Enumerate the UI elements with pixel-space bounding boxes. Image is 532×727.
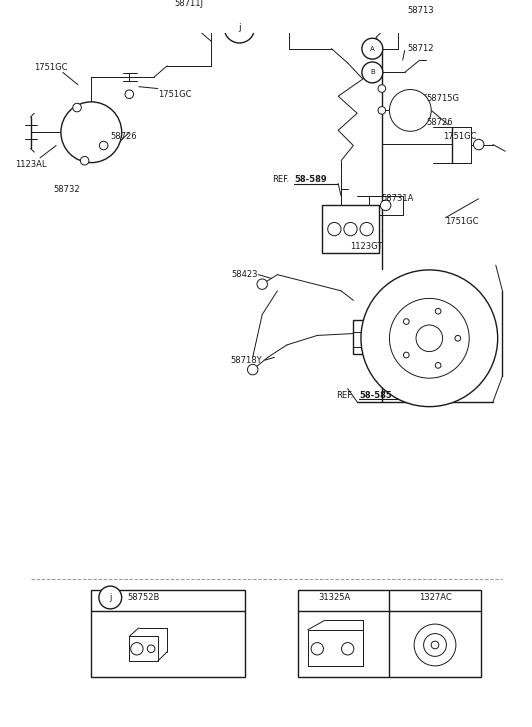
Circle shape — [380, 200, 391, 211]
Circle shape — [361, 270, 497, 406]
Circle shape — [423, 633, 446, 656]
Circle shape — [362, 62, 383, 83]
Text: 1327AC: 1327AC — [419, 593, 451, 602]
Text: 1751GC: 1751GC — [445, 217, 479, 226]
Circle shape — [431, 641, 439, 648]
Bar — [298, 590, 480, 678]
Circle shape — [378, 107, 386, 114]
Bar — [308, 630, 363, 666]
Bar — [353, 320, 399, 355]
Circle shape — [473, 140, 484, 150]
Text: REF.: REF. — [272, 175, 289, 184]
Text: 58718Y: 58718Y — [230, 356, 262, 365]
Circle shape — [224, 12, 255, 43]
Text: 58711J: 58711J — [174, 0, 204, 7]
Bar — [129, 636, 158, 661]
Circle shape — [389, 89, 431, 132]
Circle shape — [311, 643, 323, 655]
Text: 58423: 58423 — [232, 270, 259, 279]
Text: 1751GC: 1751GC — [35, 63, 68, 72]
Circle shape — [131, 643, 143, 655]
Circle shape — [389, 298, 469, 378]
Text: 58-585: 58-585 — [359, 390, 392, 400]
Circle shape — [455, 335, 461, 341]
Text: 58712: 58712 — [408, 44, 434, 53]
Text: j: j — [109, 593, 112, 602]
Text: REF.: REF. — [336, 390, 354, 400]
Circle shape — [360, 222, 373, 236]
Circle shape — [416, 325, 443, 352]
Circle shape — [247, 364, 258, 375]
Text: 58752B: 58752B — [127, 593, 160, 602]
Text: B: B — [370, 69, 375, 76]
Circle shape — [414, 624, 456, 666]
Text: j: j — [238, 23, 240, 32]
Circle shape — [80, 156, 89, 165]
Circle shape — [99, 586, 122, 609]
Circle shape — [344, 222, 357, 236]
Circle shape — [342, 643, 354, 655]
Circle shape — [257, 279, 268, 289]
Text: A: A — [370, 46, 375, 52]
Circle shape — [435, 363, 441, 368]
Text: 31325A: 31325A — [318, 593, 351, 602]
Text: 58731A: 58731A — [382, 194, 414, 204]
Text: 58-589: 58-589 — [295, 175, 327, 184]
Circle shape — [378, 85, 386, 92]
Text: 58732: 58732 — [53, 185, 80, 193]
Circle shape — [147, 645, 155, 653]
Circle shape — [362, 39, 383, 59]
Text: 1751GC: 1751GC — [158, 89, 192, 99]
Circle shape — [125, 90, 134, 99]
Text: 1123GT: 1123GT — [351, 241, 383, 251]
Bar — [92, 590, 245, 678]
Text: 1123AL: 1123AL — [15, 160, 47, 169]
Text: 58715G: 58715G — [427, 94, 460, 103]
Text: 58726: 58726 — [427, 119, 453, 127]
Text: 58726: 58726 — [110, 132, 137, 140]
Circle shape — [99, 141, 108, 150]
Text: 1751GC: 1751GC — [443, 132, 476, 140]
Text: 58713: 58713 — [408, 7, 434, 15]
Circle shape — [403, 318, 409, 324]
Circle shape — [61, 102, 122, 163]
Circle shape — [435, 308, 441, 314]
Bar — [322, 205, 379, 253]
Circle shape — [73, 103, 81, 112]
Circle shape — [403, 352, 409, 358]
Circle shape — [328, 222, 341, 236]
